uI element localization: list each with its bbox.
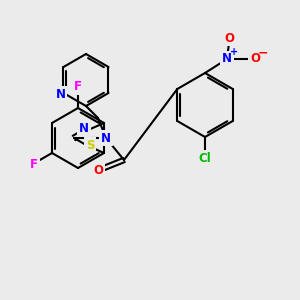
- Text: F: F: [30, 158, 38, 170]
- Text: +: +: [230, 47, 238, 57]
- Text: Cl: Cl: [199, 152, 212, 164]
- Text: S: S: [86, 139, 94, 152]
- Text: N: N: [101, 131, 111, 145]
- Text: O: O: [93, 164, 103, 176]
- Text: N: N: [56, 88, 65, 100]
- Text: F: F: [74, 80, 82, 94]
- Text: N: N: [79, 122, 89, 135]
- Text: O: O: [250, 52, 260, 65]
- Text: O: O: [224, 32, 234, 44]
- Text: N: N: [222, 52, 232, 65]
- Text: −: −: [258, 46, 268, 59]
